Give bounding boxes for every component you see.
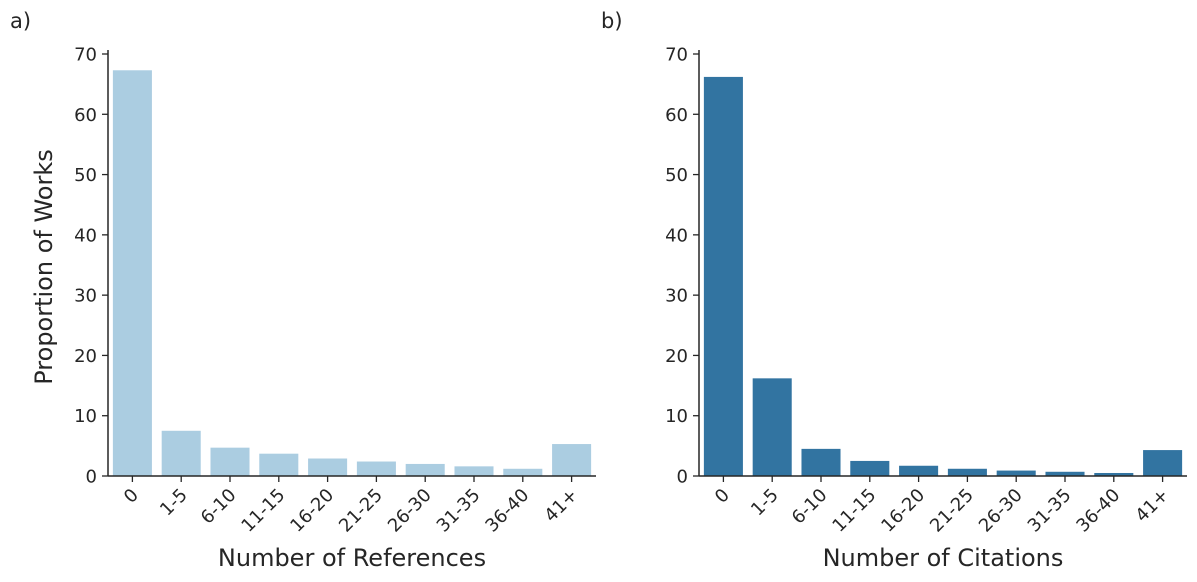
x-tick-label: 1-5 — [156, 485, 192, 521]
y-tick-label: 60 — [74, 105, 97, 126]
x-axis-label: Number of References — [218, 544, 486, 572]
x-tick-label: 0 — [120, 485, 143, 508]
bar-11-15 — [850, 460, 890, 476]
x-tick-label: 36-40 — [481, 485, 533, 537]
y-tick-label: 70 — [74, 45, 97, 66]
bar-16-20 — [899, 465, 939, 476]
y-tick-label: 40 — [665, 225, 688, 246]
chart-panel-references: a) 0 10 20 30 40 50 60 70 0 1-5 6-1011-1516-2021-25… — [10, 9, 596, 572]
x-tick-label: 16-20 — [877, 485, 929, 537]
bar-36-40 — [503, 468, 543, 476]
x-tick-label: 1-5 — [747, 485, 783, 521]
y-tick-label: 20 — [74, 346, 97, 367]
bar-41+ — [1143, 450, 1183, 476]
bar-36-40 — [1094, 472, 1134, 476]
bar-1-5 — [752, 378, 792, 476]
x-axis-label: Number of Citations — [823, 544, 1064, 572]
y-tick-label: 0 — [86, 467, 97, 488]
bar-11-15 — [259, 453, 299, 476]
bar-0 — [703, 76, 743, 476]
bar-21-25 — [947, 468, 987, 476]
y-tick-label: 50 — [74, 165, 97, 186]
chart-panel-citations: b) 0 10 20 30 40 50 60 70 0 1-5 6-1011-1516-2021-25… — [601, 9, 1187, 572]
x-tick-label: 36-40 — [1072, 485, 1124, 537]
x-tick-label: 41+ — [1131, 485, 1173, 527]
x-tick-label: 16-20 — [286, 485, 338, 537]
y-tick-label: 50 — [665, 165, 688, 186]
panel-label: a) — [10, 9, 31, 33]
bar-16-20 — [308, 458, 348, 476]
x-tick-label: 41+ — [540, 485, 582, 527]
bar-31-35 — [1045, 471, 1085, 476]
panel-label: b) — [601, 9, 623, 33]
bar-6-10 — [210, 447, 250, 476]
bar-26-30 — [405, 463, 445, 476]
y-tick-label: 40 — [74, 225, 97, 246]
bar-26-30 — [996, 470, 1036, 476]
x-tick-label: 31-35 — [433, 485, 485, 537]
y-tick-label: 70 — [665, 45, 688, 66]
x-tick-label: 0 — [711, 485, 734, 508]
x-tick-label: 6-10 — [788, 485, 832, 529]
bar-6-10 — [801, 448, 841, 476]
y-tick-label: 20 — [665, 346, 688, 367]
x-tick-label: 21-25 — [926, 485, 978, 537]
y-tick-label: 30 — [665, 286, 688, 307]
x-tick-label: 26-30 — [975, 485, 1027, 537]
x-tick-label: 26-30 — [384, 485, 436, 537]
y-tick-label: 10 — [74, 406, 97, 427]
bar-0 — [112, 70, 152, 476]
x-tick-label: 11-15 — [828, 485, 880, 537]
bar-41+ — [552, 444, 592, 476]
x-tick-label: 31-35 — [1024, 485, 1076, 537]
bar-21-25 — [356, 461, 396, 476]
bar-31-35 — [454, 466, 494, 476]
y-tick-label: 10 — [665, 406, 688, 427]
y-axis-label: Proportion of Works — [30, 149, 58, 385]
y-tick-label: 30 — [74, 286, 97, 307]
bar-1-5 — [161, 430, 201, 476]
y-tick-label: 0 — [677, 467, 688, 488]
x-tick-label: 11-15 — [237, 485, 289, 537]
y-tick-label: 60 — [665, 105, 688, 126]
x-tick-label: 6-10 — [197, 485, 241, 529]
x-tick-label: 21-25 — [335, 485, 387, 537]
